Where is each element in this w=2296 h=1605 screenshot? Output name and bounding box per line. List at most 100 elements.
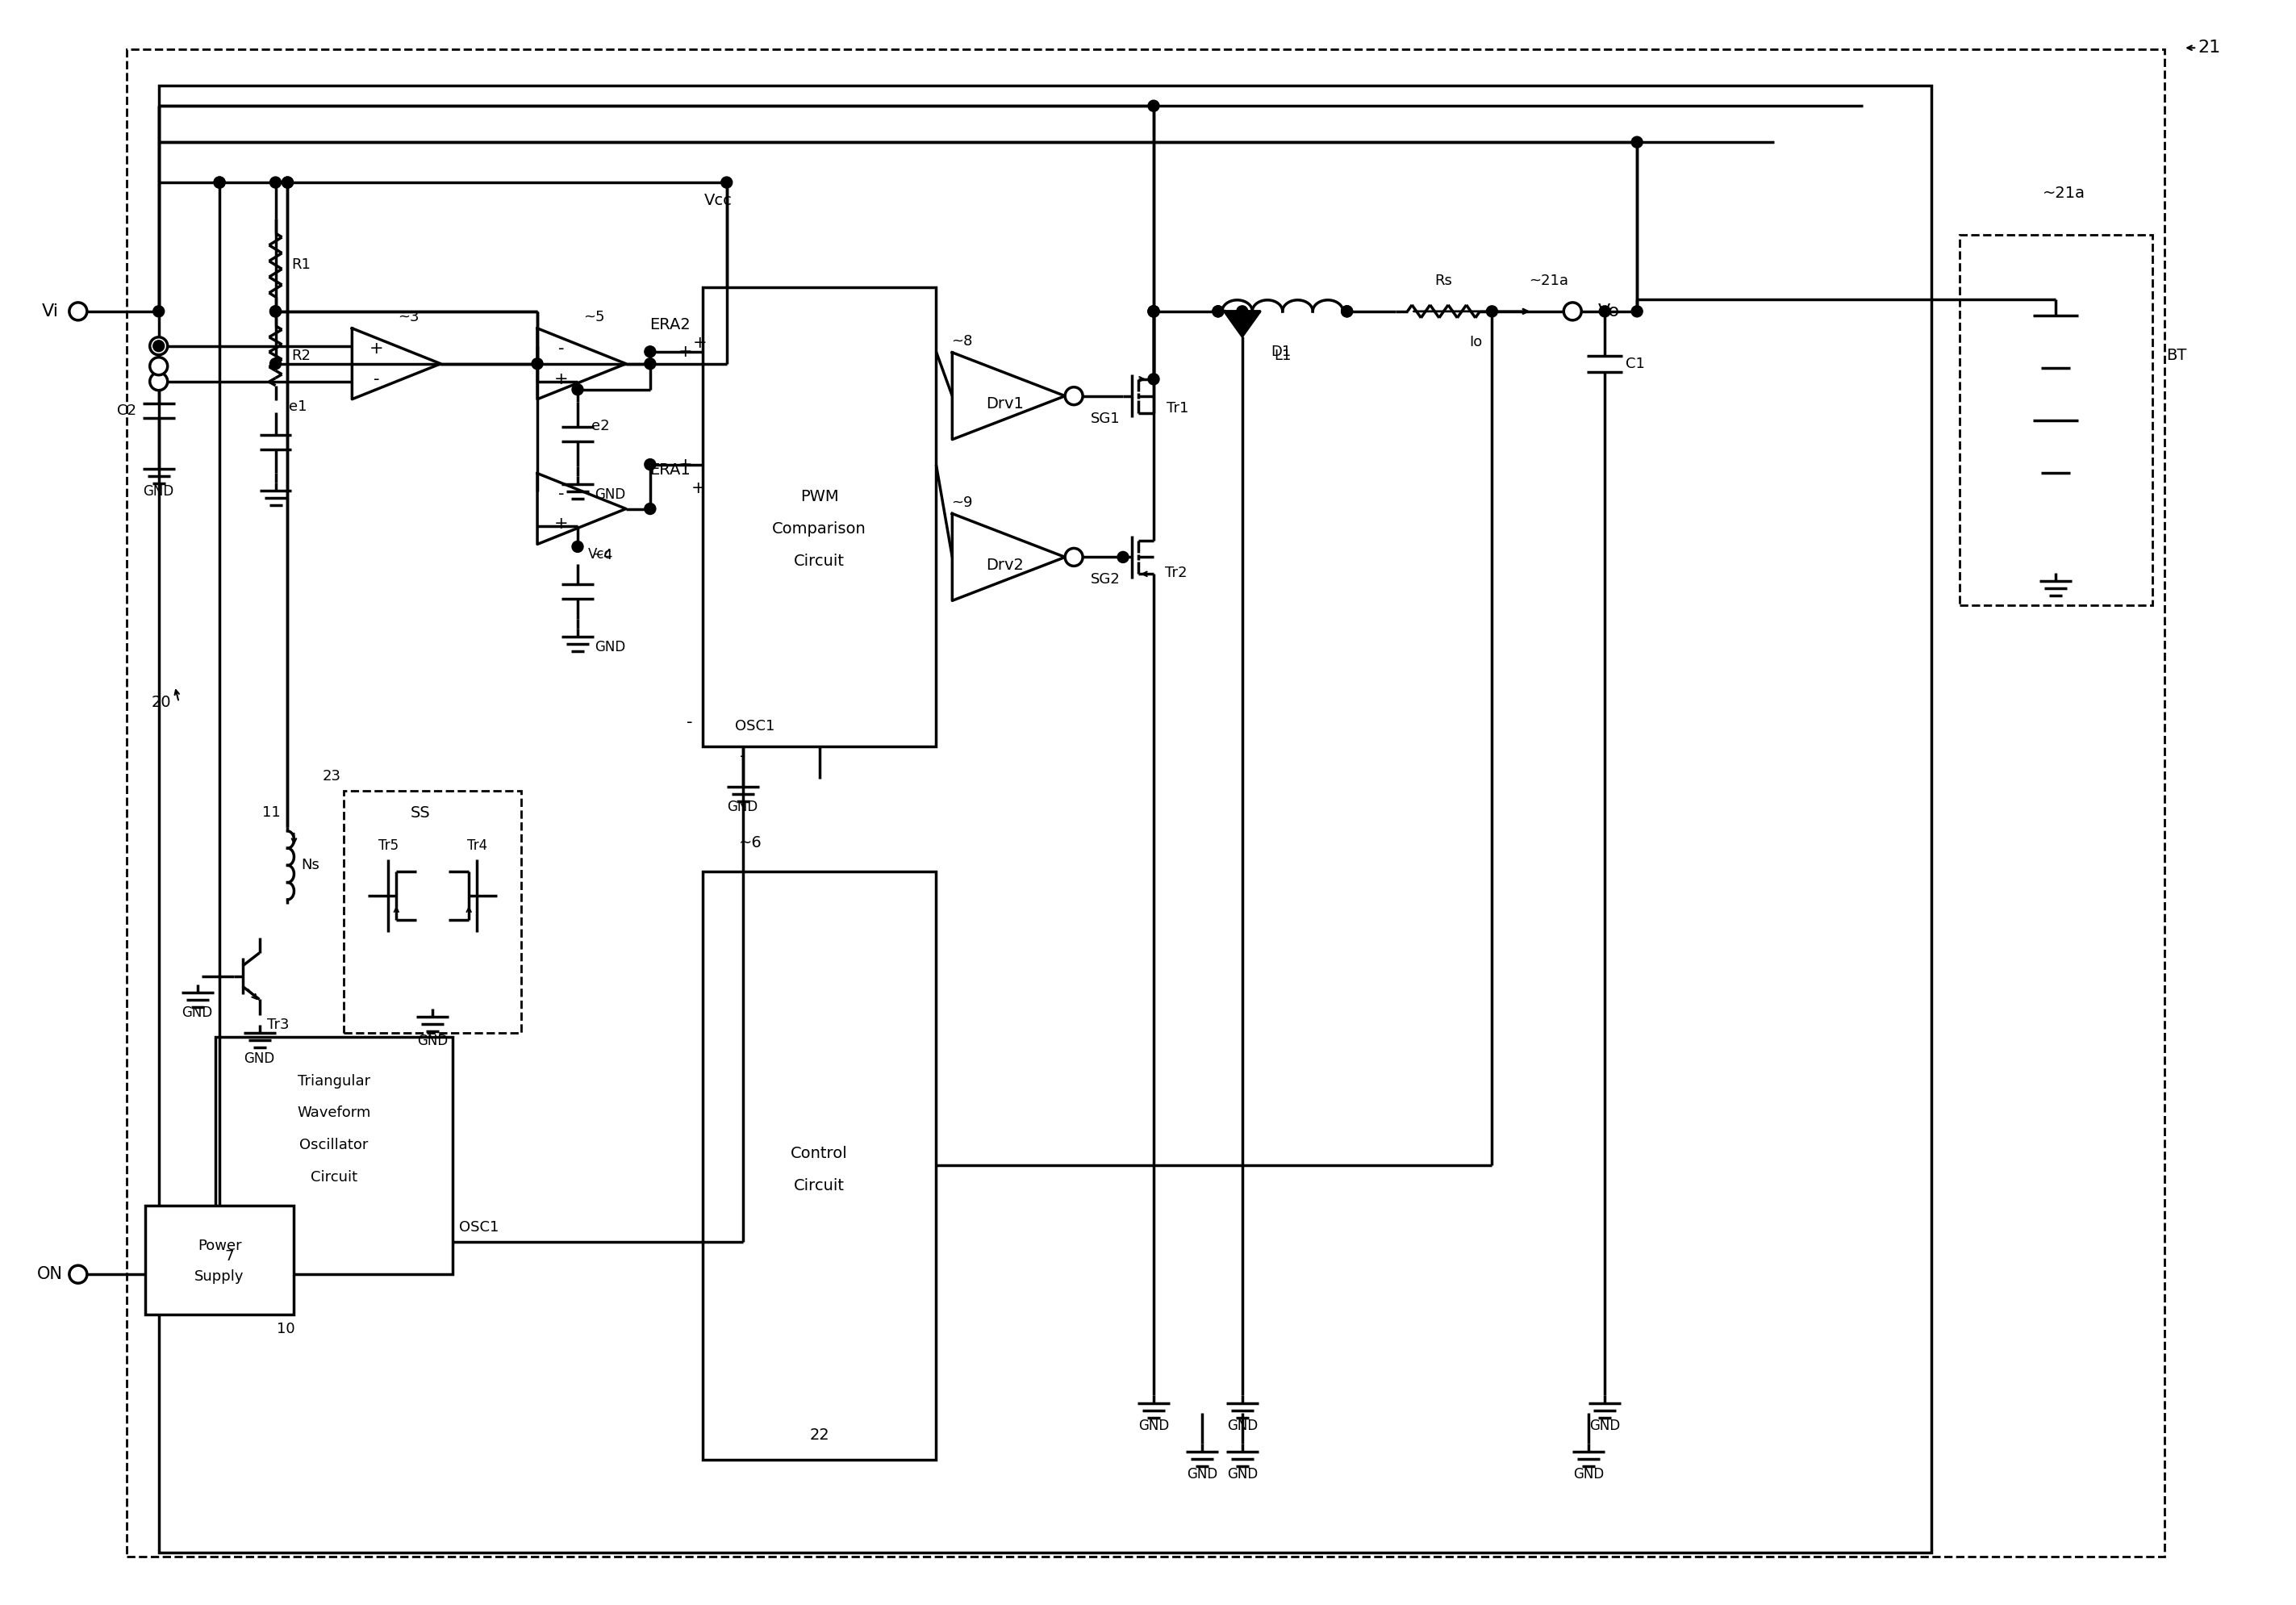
Text: Io: Io: [1469, 335, 1483, 350]
Bar: [158, 85, 1931, 1552]
Text: Comparison: Comparison: [771, 522, 866, 536]
Text: R1: R1: [292, 258, 310, 273]
Text: Tr5: Tr5: [379, 838, 400, 852]
Text: GND: GND: [418, 1034, 448, 1048]
Text: e1: e1: [289, 400, 308, 414]
Circle shape: [1486, 305, 1497, 318]
Circle shape: [1564, 302, 1582, 321]
Circle shape: [282, 177, 294, 188]
Circle shape: [1118, 552, 1130, 563]
Circle shape: [572, 384, 583, 395]
Circle shape: [154, 305, 165, 318]
Text: Circuit: Circuit: [310, 1170, 358, 1184]
Text: Drv2: Drv2: [985, 557, 1024, 573]
Text: ~8: ~8: [951, 334, 974, 348]
Circle shape: [645, 502, 657, 515]
Circle shape: [721, 177, 732, 188]
Text: GND: GND: [1573, 1467, 1605, 1481]
Text: 22: 22: [808, 1428, 829, 1443]
Text: Control: Control: [790, 1146, 847, 1160]
Text: 11: 11: [262, 806, 280, 820]
Text: Vo: Vo: [1598, 303, 1619, 319]
Text: Oscillator: Oscillator: [298, 1138, 367, 1152]
Text: 23: 23: [324, 769, 342, 783]
Circle shape: [1065, 387, 1084, 404]
Text: +: +: [693, 335, 707, 351]
Text: 7: 7: [225, 1249, 234, 1263]
Bar: [1958, 234, 2154, 605]
Text: +: +: [680, 343, 693, 360]
Circle shape: [1632, 136, 1642, 148]
Circle shape: [572, 541, 583, 552]
Text: -: -: [558, 340, 565, 356]
Text: ERA1: ERA1: [650, 462, 691, 478]
Circle shape: [1148, 305, 1159, 318]
Bar: [703, 872, 937, 1459]
Circle shape: [271, 305, 280, 318]
Text: -: -: [739, 748, 746, 764]
Text: +: +: [553, 371, 569, 387]
Text: Ns: Ns: [301, 859, 319, 873]
Text: C1: C1: [1626, 356, 1644, 371]
Circle shape: [645, 347, 657, 358]
Text: Vcc: Vcc: [588, 547, 613, 562]
Text: Circuit: Circuit: [794, 1178, 845, 1194]
Text: GND: GND: [1139, 1419, 1169, 1433]
Text: ERA2: ERA2: [650, 318, 691, 332]
Text: Circuit: Circuit: [794, 554, 845, 568]
Text: GND: GND: [595, 640, 625, 655]
Circle shape: [1212, 305, 1224, 318]
Bar: [703, 287, 937, 746]
Text: R2: R2: [292, 348, 310, 363]
Circle shape: [282, 177, 294, 188]
Text: ~4: ~4: [590, 549, 613, 563]
Circle shape: [645, 459, 657, 470]
Text: e2: e2: [590, 419, 608, 433]
Text: C2: C2: [117, 403, 135, 417]
Circle shape: [271, 358, 280, 369]
Text: +: +: [680, 456, 693, 472]
Circle shape: [154, 340, 165, 351]
Circle shape: [214, 177, 225, 188]
Text: GND: GND: [1226, 1419, 1258, 1433]
Text: ~21a: ~21a: [1529, 273, 1568, 287]
Circle shape: [1065, 549, 1084, 567]
Circle shape: [533, 358, 542, 369]
Text: Tr2: Tr2: [1164, 567, 1187, 581]
Circle shape: [69, 1265, 87, 1282]
Polygon shape: [1224, 311, 1261, 335]
Bar: [216, 1037, 452, 1274]
Circle shape: [1341, 305, 1352, 318]
Text: 10: 10: [278, 1323, 296, 1337]
Circle shape: [1148, 100, 1159, 111]
Text: Vcc: Vcc: [705, 193, 732, 207]
Text: ~21a: ~21a: [2043, 185, 2085, 201]
Bar: [145, 1205, 294, 1314]
Text: -: -: [374, 371, 379, 387]
Text: +: +: [691, 480, 705, 496]
Circle shape: [69, 302, 87, 321]
Text: Power: Power: [197, 1239, 241, 1254]
Text: Rs: Rs: [1435, 273, 1453, 287]
Bar: [344, 791, 521, 1032]
Text: OSC1: OSC1: [459, 1220, 498, 1234]
Circle shape: [645, 358, 657, 369]
Text: Vi: Vi: [41, 303, 57, 319]
Text: 21: 21: [2197, 40, 2220, 56]
Text: GND: GND: [1226, 1467, 1258, 1481]
Circle shape: [1148, 305, 1159, 318]
Text: GND: GND: [595, 486, 625, 501]
Text: SS: SS: [411, 806, 432, 822]
Text: SG1: SG1: [1091, 411, 1120, 425]
Text: SG2: SG2: [1091, 573, 1120, 587]
Circle shape: [1238, 305, 1249, 318]
Text: ON: ON: [37, 1266, 62, 1282]
Circle shape: [1341, 305, 1352, 318]
Circle shape: [271, 177, 280, 188]
Circle shape: [1212, 305, 1224, 318]
Text: OSC1: OSC1: [735, 719, 774, 733]
Text: GND: GND: [243, 1051, 276, 1066]
Text: GND: GND: [1589, 1419, 1621, 1433]
Text: ~3: ~3: [397, 310, 420, 324]
Bar: [126, 50, 2165, 1557]
